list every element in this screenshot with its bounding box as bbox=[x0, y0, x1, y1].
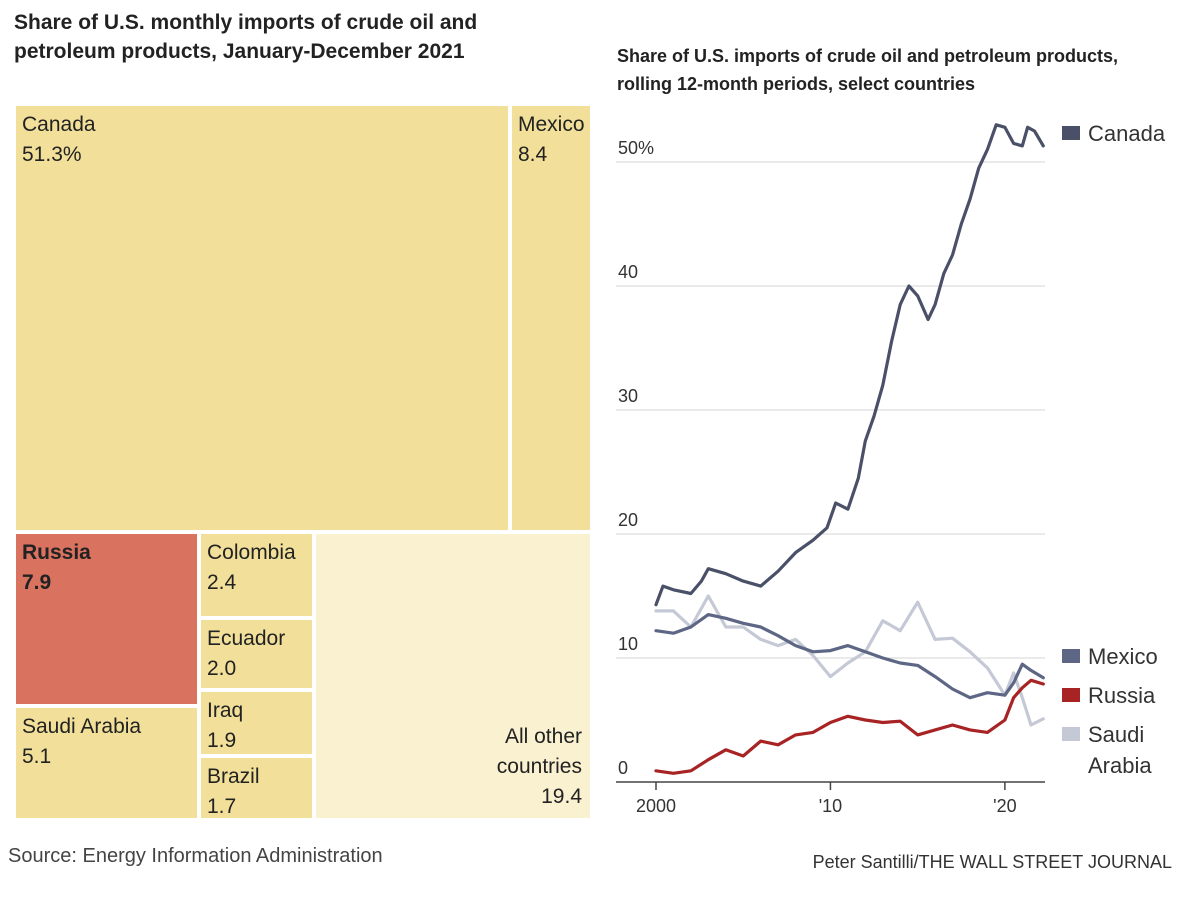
series-line-russia bbox=[654, 678, 1045, 775]
x-tick-label: '10 bbox=[819, 796, 842, 816]
treemap-value-colombia: 2.4 bbox=[207, 571, 237, 594]
treemap-value-brazil: 1.7 bbox=[207, 795, 237, 818]
x-tick-label: 2000 bbox=[636, 796, 676, 816]
treemap-label-colombia: Colombia bbox=[207, 541, 296, 564]
treemap-title: Share of U.S. monthly imports of crude o… bbox=[14, 11, 478, 63]
legend-label-mexico: Mexico bbox=[1088, 644, 1158, 669]
treemap-value-all-other: 19.4 bbox=[541, 785, 582, 808]
treemap-value-russia: 7.9 bbox=[22, 571, 52, 594]
treemap-cell-iraq: Iraq 1.9 bbox=[199, 690, 314, 756]
legend-swatch-saudi-arabia bbox=[1062, 727, 1080, 741]
legend-label-saudi-arabia: Arabia bbox=[1088, 753, 1152, 778]
y-tick-label: 10 bbox=[618, 634, 638, 654]
treemap-cell-colombia: Colombia 2.4 bbox=[199, 532, 314, 618]
treemap-label-saudi-arabia: Saudi Arabia bbox=[22, 715, 142, 738]
y-tick-label: 20 bbox=[618, 510, 638, 530]
x-tick-label: '20 bbox=[993, 796, 1016, 816]
y-tick-label: 40 bbox=[618, 262, 638, 282]
treemap-cell-mexico: Mexico 8.4 bbox=[510, 104, 592, 532]
legend-swatch-russia bbox=[1062, 688, 1080, 702]
treemap-label-canada: Canada bbox=[22, 113, 96, 136]
line-chart: 0 10 20 30 40 50% 2000 '10 '20 Canada Mexico Russ… bbox=[616, 121, 1166, 816]
legend-swatch-canada bbox=[1062, 126, 1080, 140]
y-tick-label: 0 bbox=[618, 758, 628, 778]
treemap-cell-ecuador: Ecuador 2.0 bbox=[199, 618, 314, 690]
series-line-mexico bbox=[654, 613, 1045, 700]
treemap-value-saudi-arabia: 5.1 bbox=[22, 745, 52, 768]
treemap-value-mexico: 8.4 bbox=[518, 143, 548, 166]
legend: Canada Mexico Russia Saudi Arabia bbox=[1062, 121, 1166, 778]
legend-label-russia: Russia bbox=[1088, 683, 1156, 708]
treemap-label-all-other: All other countries bbox=[496, 725, 582, 778]
y-tick-label: 50% bbox=[618, 138, 654, 158]
treemap-label-iraq: Iraq bbox=[207, 699, 244, 722]
treemap-cell-canada: Canada 51.3% bbox=[14, 104, 510, 532]
legend-swatch-mexico bbox=[1062, 649, 1080, 663]
treemap-cell-all-other: All other countries 19.4 bbox=[314, 532, 592, 820]
treemap-label-russia: Russia bbox=[22, 541, 91, 564]
grid bbox=[616, 161, 1045, 783]
treemap-label-mexico: Mexico bbox=[518, 113, 585, 136]
credit-note: Peter Santilli/THE WALL STREET JOURNAL bbox=[812, 852, 1172, 872]
line-chart-title: Share of U.S. imports of crude oil and p… bbox=[617, 46, 1119, 94]
y-axis: 0 10 20 30 40 50% bbox=[618, 138, 654, 778]
treemap-value-iraq: 1.9 bbox=[207, 729, 237, 752]
legend-label-saudi-arabia: Saudi bbox=[1088, 722, 1144, 747]
legend-label-canada: Canada bbox=[1088, 121, 1166, 146]
treemap-cell-saudi-arabia: Saudi Arabia 5.1 bbox=[14, 706, 199, 820]
treemap-value-canada: 51.3% bbox=[22, 143, 82, 166]
source-note: Source: Energy Information Administratio… bbox=[8, 845, 383, 867]
treemap-label-ecuador: Ecuador bbox=[207, 627, 286, 650]
x-axis: 2000 '10 '20 bbox=[636, 782, 1017, 816]
series-group bbox=[654, 123, 1045, 775]
treemap-label-brazil: Brazil bbox=[207, 765, 260, 788]
treemap: Canada 51.3% Mexico 8.4 Russia 7.9 Saudi Ar… bbox=[14, 104, 592, 820]
treemap-cell-russia: Russia 7.9 bbox=[14, 532, 199, 706]
y-tick-label: 30 bbox=[618, 386, 638, 406]
treemap-value-ecuador: 2.0 bbox=[207, 657, 237, 680]
series-line-canada bbox=[654, 123, 1045, 607]
treemap-cell-brazil: Brazil 1.7 bbox=[199, 756, 314, 820]
